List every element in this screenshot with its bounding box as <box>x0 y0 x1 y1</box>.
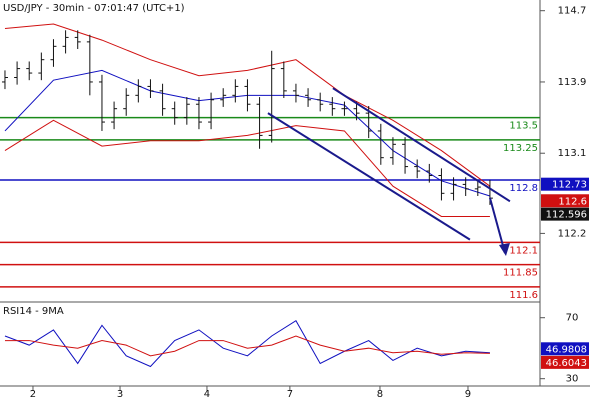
level-label: 111.85 <box>503 268 538 279</box>
level-label: 113.5 <box>509 121 538 132</box>
x-tick-label: 3 <box>117 389 123 400</box>
x-tick-label: 7 <box>287 389 293 400</box>
y-tick-label: 70 <box>566 313 579 324</box>
price-tag <box>541 177 589 191</box>
channel-line <box>267 112 471 241</box>
y-tick-label: 30 <box>566 374 579 385</box>
x-tick-label: 9 <box>465 389 471 400</box>
price-tag <box>541 355 589 369</box>
band-line <box>4 23 491 187</box>
level-label: 112.1 <box>509 245 538 256</box>
forecast-arrow <box>488 197 506 254</box>
y-tick-label: 113.1 <box>558 148 587 159</box>
x-tick-label: 8 <box>377 389 383 400</box>
rsi-line <box>4 335 490 357</box>
price-tag-label: 46.6043 <box>546 358 587 369</box>
level-label: 112.8 <box>509 183 538 194</box>
level-label: 111.6 <box>509 290 538 301</box>
price-tag <box>541 194 589 208</box>
price-tag-label: 112.596 <box>546 210 587 221</box>
price-tag-label: 46.9808 <box>546 344 587 355</box>
price-tag <box>541 342 589 356</box>
band-line <box>4 119 490 217</box>
y-tick-label: 113.9 <box>558 77 587 88</box>
x-tick-label: 4 <box>204 389 210 400</box>
price-tag-label: 112.73 <box>552 180 587 191</box>
price-tag <box>541 207 589 221</box>
channel-line <box>332 87 511 203</box>
x-tick-label: 2 <box>30 389 36 400</box>
panel-title: RSI14 - 9MA <box>3 306 64 317</box>
rsi-line <box>4 320 490 368</box>
arrow-head <box>498 243 510 257</box>
y-tick-label: 112.2 <box>558 228 587 239</box>
price-tag-label: 112.6 <box>558 196 587 207</box>
chart-title: USD/JPY - 30min - 07:01:47 (UTC+1) <box>3 3 185 14</box>
level-label: 113.25 <box>503 143 538 154</box>
y-tick-label: 114.7 <box>558 6 587 17</box>
